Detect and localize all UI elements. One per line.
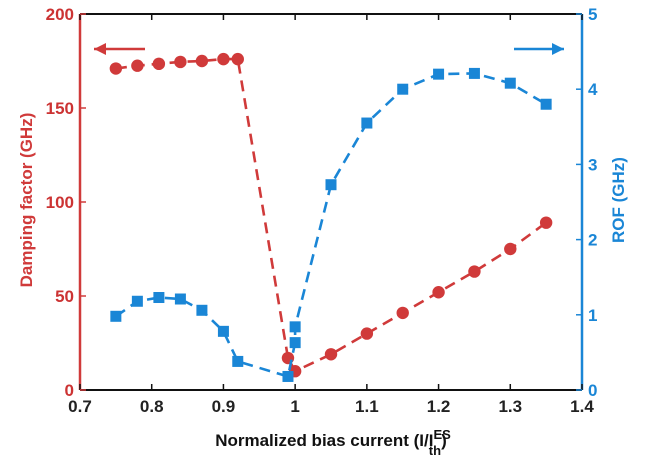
damping-factor-point [539, 216, 553, 229]
rof-point [468, 67, 480, 79]
y-axis-left-label: Damping factor (GHz) [17, 113, 36, 288]
x-tick-label: 0.9 [212, 397, 236, 416]
series-layer [109, 52, 553, 382]
damping-factor-point [396, 306, 409, 320]
y-right-tick-label: 2 [588, 231, 597, 250]
y-right-tick-label: 5 [588, 5, 597, 24]
damping-axis-arrow-head [94, 43, 106, 55]
x-axis-label-main: Normalized bias current (I/I [215, 431, 433, 450]
rof-series-line [115, 72, 547, 379]
arrows-layer [94, 43, 564, 55]
y-left-tick-label: 50 [55, 287, 74, 306]
y-right-tick-label: 3 [588, 155, 597, 174]
y-left-tick-label: 200 [46, 5, 74, 24]
rof-point [196, 304, 208, 316]
damping-factor-point [231, 52, 244, 66]
rof-point [217, 325, 229, 337]
x-axis-label-close: ) [441, 431, 447, 450]
y-axis-right-label: ROF (GHz) [609, 157, 628, 243]
rof-point [110, 310, 122, 322]
x-tick-label: 1.2 [427, 397, 451, 416]
rof-point [504, 77, 516, 89]
rof-point [289, 321, 301, 333]
x-tick-label: 0.8 [140, 397, 164, 416]
y-right-tick-label: 0 [588, 381, 597, 400]
x-tick-label: 1.3 [498, 397, 522, 416]
rof-point [361, 117, 373, 129]
y-left-tick-label: 150 [46, 99, 74, 118]
y-left-tick-label: 100 [46, 193, 74, 212]
damping-factor-point [324, 348, 338, 361]
damping-factor-point [281, 351, 295, 365]
damping-factor-series-line [115, 57, 547, 373]
damping-factor-point [195, 54, 209, 68]
x-axis-label-sup: ES [433, 427, 451, 442]
damping-factor-point [131, 59, 144, 72]
rof-point [433, 68, 445, 80]
x-axis-label-sub: th [429, 443, 441, 458]
rof-point [153, 292, 165, 304]
x-tick-label: 1.1 [355, 397, 379, 416]
rof-axis-arrow-head [552, 43, 564, 55]
damping-factor-point [152, 57, 166, 71]
plot-frame [78, 13, 584, 391]
damping-factor-point [360, 327, 374, 340]
y-right-tick-label: 4 [588, 80, 598, 99]
rof-point [282, 370, 294, 382]
x-axis-label: Normalized bias current (I/IES th) [215, 427, 451, 458]
rof-point [131, 295, 143, 307]
rof-point [325, 179, 337, 191]
rof-point [174, 293, 186, 305]
damping-factor-point [109, 62, 123, 75]
damping-factor-point [504, 242, 517, 256]
x-tick-label: 1 [290, 397, 299, 416]
x-tick-label: 1.4 [570, 397, 594, 416]
damping-factor-point [432, 286, 445, 299]
y-left-tick-label: 0 [65, 381, 74, 400]
damping-factor-point [468, 265, 481, 278]
y-right-tick-label: 1 [588, 306, 597, 325]
rof-point [397, 83, 409, 95]
rof-point [540, 98, 552, 110]
x-tick-label: 0.7 [68, 397, 92, 416]
damping-factor-point [217, 52, 230, 66]
damping-factor-point [174, 55, 187, 69]
rof-point [232, 355, 244, 367]
rof-point [289, 337, 301, 349]
